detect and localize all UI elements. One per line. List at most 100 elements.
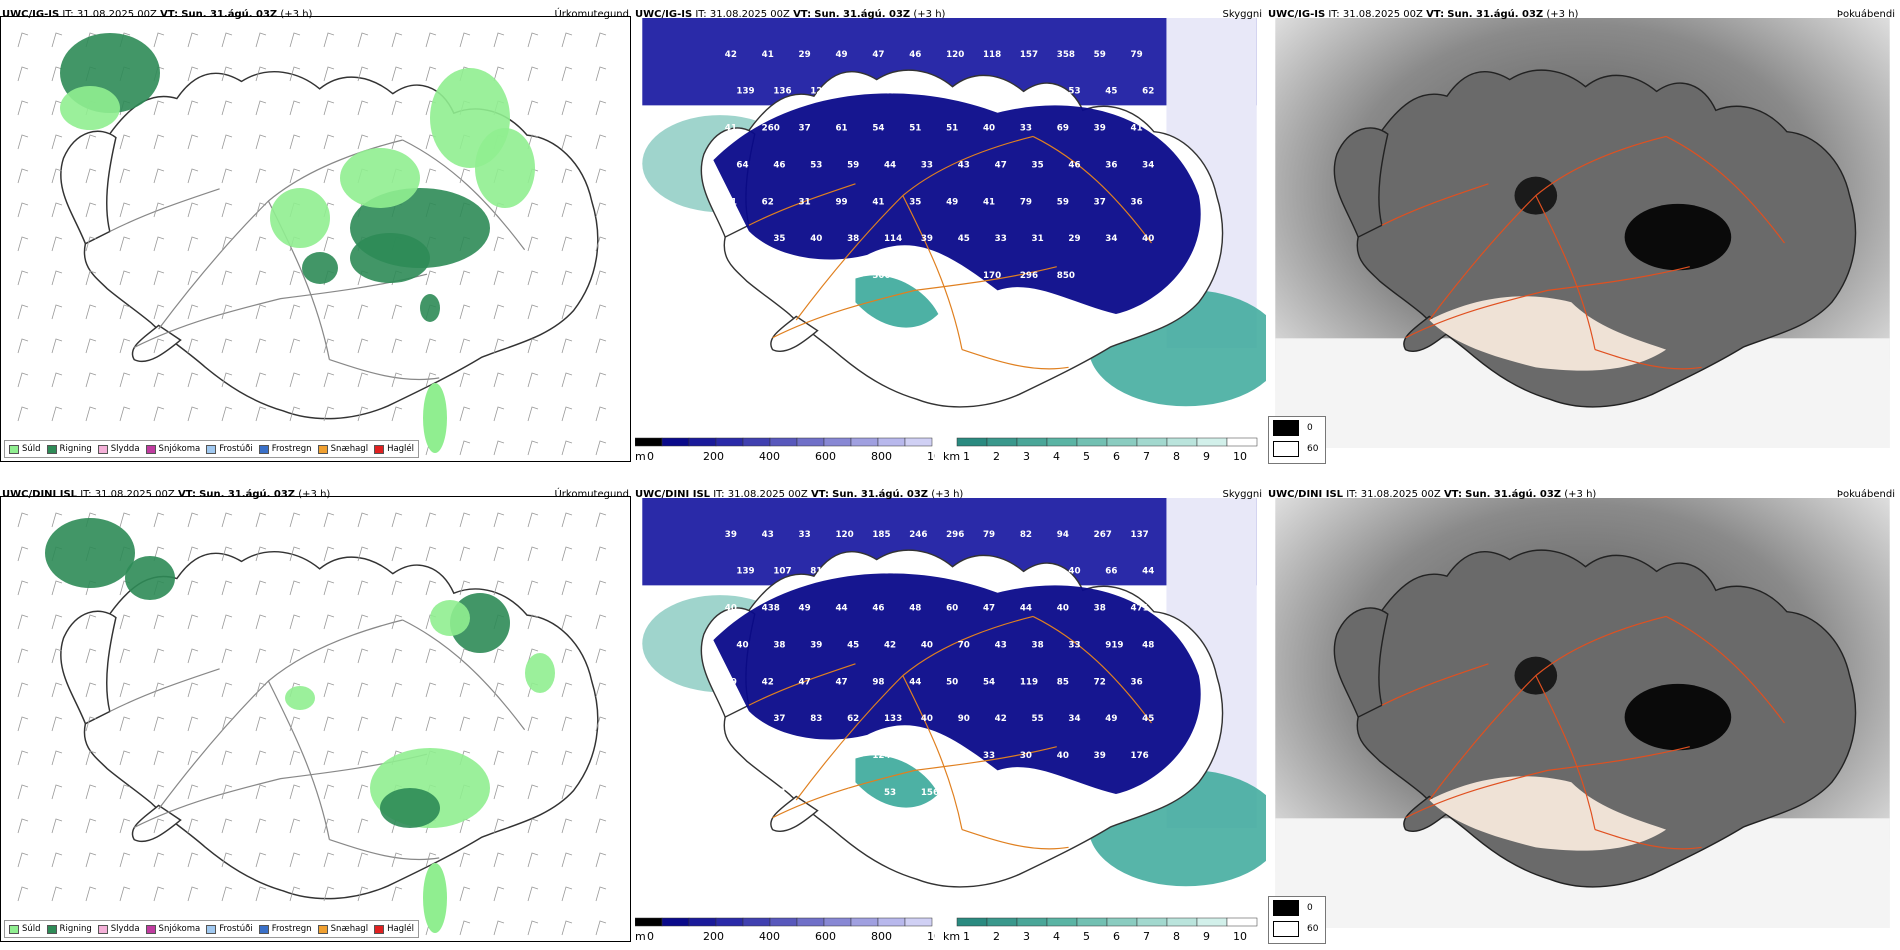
visibility-value: 49 bbox=[835, 50, 847, 60]
precip-area bbox=[423, 383, 447, 453]
wind-barb bbox=[187, 66, 199, 82]
road-line bbox=[158, 619, 403, 810]
wind-barb bbox=[561, 852, 573, 868]
visibility-value: 53 bbox=[1068, 87, 1080, 97]
wind-barb bbox=[391, 648, 403, 664]
wind-barb bbox=[459, 546, 471, 562]
visibility-value: 62 bbox=[1142, 87, 1154, 97]
wind-barb bbox=[493, 512, 505, 528]
colorbar-tick: 400 bbox=[759, 930, 780, 943]
wind-barb bbox=[595, 648, 607, 664]
wind-barb bbox=[187, 270, 199, 286]
wind-barb bbox=[255, 818, 267, 834]
visibility-value: 43 bbox=[958, 160, 970, 170]
wind-barb bbox=[493, 406, 505, 422]
legend-label: Frostregn bbox=[271, 444, 312, 454]
low-visibility-area bbox=[713, 93, 1201, 315]
wind-barb bbox=[289, 512, 301, 528]
wind-barb bbox=[493, 440, 505, 456]
visibility-value: 76 bbox=[909, 271, 921, 281]
legend-item: Haglél bbox=[374, 924, 414, 934]
wind-barb bbox=[255, 852, 267, 868]
wind-barb bbox=[323, 546, 335, 562]
visibility-value: 33 bbox=[921, 160, 933, 170]
wind-barb bbox=[221, 750, 233, 766]
legend-swatch bbox=[46, 924, 57, 934]
road-line bbox=[1405, 746, 1690, 819]
fog-legend-swatch bbox=[1273, 419, 1299, 436]
wind-barb bbox=[85, 784, 97, 800]
wind-barb bbox=[527, 546, 539, 562]
wind-barb bbox=[561, 372, 573, 388]
road-line bbox=[1032, 615, 1152, 724]
wind-barb bbox=[221, 580, 233, 596]
wind-barb bbox=[51, 682, 63, 698]
visibility-value: 267 bbox=[1094, 530, 1112, 540]
visibility-value: 39 bbox=[725, 271, 737, 281]
wind-barb bbox=[51, 648, 63, 664]
wind-barb bbox=[255, 716, 267, 732]
lead-time: (+3 h) bbox=[913, 9, 946, 20]
visibility-value: 54 bbox=[725, 751, 737, 761]
colorbar-tick: 1000 bbox=[927, 930, 935, 943]
colorbar-tick: 4 bbox=[1053, 450, 1060, 463]
wind-barb bbox=[527, 818, 539, 834]
wind-barb bbox=[391, 682, 403, 698]
wind-barb bbox=[255, 236, 267, 252]
wind-barb bbox=[187, 818, 199, 834]
wind-barb bbox=[459, 920, 471, 936]
precip-area bbox=[340, 148, 420, 208]
visibility-value: 69 bbox=[736, 234, 748, 244]
wind-barb bbox=[289, 716, 301, 732]
colorbar-tick: 0 bbox=[647, 450, 654, 463]
wind-barb bbox=[595, 920, 607, 936]
wind-barb bbox=[221, 682, 233, 698]
colorbar-tick: 0 bbox=[647, 930, 654, 943]
wind-barb bbox=[357, 100, 369, 116]
wind-barb bbox=[323, 338, 335, 354]
wind-barb bbox=[527, 304, 539, 320]
wind-barb bbox=[323, 168, 335, 184]
visibility-value: 260 bbox=[762, 124, 780, 134]
wind-barb bbox=[527, 338, 539, 354]
visibility-value: 47 bbox=[884, 87, 896, 97]
legend-swatch bbox=[374, 444, 385, 454]
wind-barb bbox=[357, 32, 369, 48]
road-line bbox=[133, 753, 428, 828]
legend-swatch bbox=[374, 924, 385, 934]
wind-barb bbox=[357, 580, 369, 596]
precip-type-panel: UWC/IG-IS IT: 31.08.2025 00Z VT: Sun. 31… bbox=[0, 0, 633, 470]
visibility-value: 59 bbox=[847, 160, 859, 170]
precip-area bbox=[423, 863, 447, 933]
wind-barb bbox=[391, 372, 403, 388]
colorbar-tick: 200 bbox=[703, 450, 724, 463]
legend-label: Frostúði bbox=[219, 924, 253, 934]
visibility-value: 41 bbox=[983, 197, 995, 207]
valid-time-label: VT: bbox=[793, 9, 812, 20]
wind-barb bbox=[527, 750, 539, 766]
visibility-value: 47 bbox=[835, 677, 847, 687]
wind-barb bbox=[425, 512, 437, 528]
wind-barb bbox=[51, 236, 63, 252]
wind-barb bbox=[459, 338, 471, 354]
road-line bbox=[1381, 663, 1489, 706]
visibility-value: 139 bbox=[736, 87, 754, 97]
wind-barb bbox=[153, 32, 165, 48]
visibility-value: 69 bbox=[1057, 124, 1069, 134]
valid-time-label: VT: bbox=[1443, 489, 1462, 500]
wind-barb bbox=[323, 682, 335, 698]
wind-barb bbox=[493, 648, 505, 664]
visibility-value: 20 bbox=[847, 788, 859, 798]
wind-barb bbox=[391, 546, 403, 562]
visibility-value: 99 bbox=[835, 197, 847, 207]
fog-legend-swatch bbox=[1273, 440, 1299, 457]
colorbar-tick: 5 bbox=[1083, 930, 1090, 943]
legend-label: Frostregn bbox=[271, 924, 312, 934]
wind-barb bbox=[595, 32, 607, 48]
wind-barb bbox=[459, 440, 471, 456]
wind-barb bbox=[119, 236, 131, 252]
visibility-value: 300 bbox=[872, 271, 890, 281]
wind-barb bbox=[221, 202, 233, 218]
colorbar-unit: km bbox=[943, 930, 960, 943]
visibility-value: 41 bbox=[725, 124, 737, 134]
